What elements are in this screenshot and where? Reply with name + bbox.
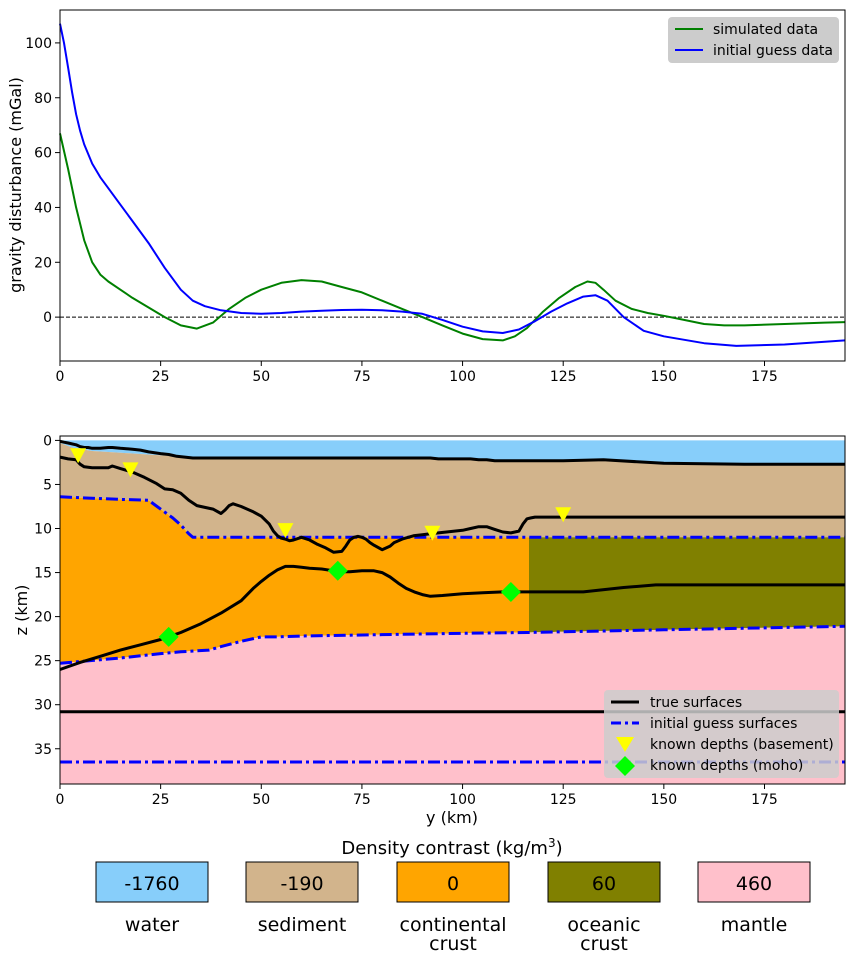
initial-guess-data-line xyxy=(59,23,846,347)
cross-section-plot-frame xyxy=(59,435,846,785)
basement-depth-marker xyxy=(122,462,139,478)
moho-depth-marker xyxy=(500,581,521,602)
x-tick-label: 150 xyxy=(650,369,677,385)
legend-label-initial-guess: initial guess data xyxy=(713,43,833,59)
density-label: sediment xyxy=(258,914,347,936)
density-label: mantle xyxy=(721,914,788,936)
depth-y-axis-label: z (km) xyxy=(12,585,31,636)
moho-depth-marker xyxy=(327,560,348,581)
density-label: crust xyxy=(429,933,477,955)
water-layer xyxy=(60,440,845,465)
y-tick-label: 15 xyxy=(34,566,52,582)
legend-label-basement-depths: known depths (basement) xyxy=(650,737,834,753)
x-tick-label: 25 xyxy=(152,792,170,808)
y-tick-label: 20 xyxy=(34,255,52,271)
legend-label-initial-guess-surfaces: initial guess surfaces xyxy=(650,716,797,732)
x-tick-label: 100 xyxy=(449,792,476,808)
density-value: 460 xyxy=(736,873,772,895)
y-tick-label: 80 xyxy=(34,91,52,107)
x-tick-label: 125 xyxy=(550,792,577,808)
density-value: -190 xyxy=(280,873,323,895)
density-swatch xyxy=(697,861,811,903)
cross-section-legend: true surfaces initial guess surfaces kno… xyxy=(604,690,839,778)
true-surface-1 xyxy=(59,455,845,554)
y-tick-label: 10 xyxy=(34,522,52,538)
y-tick-label: 100 xyxy=(25,36,52,52)
y-tick-label: 30 xyxy=(34,698,52,714)
x-tick-label: 175 xyxy=(751,369,778,385)
legend-label-true-surfaces: true surfaces xyxy=(650,695,742,711)
continental-crust-layer xyxy=(60,496,529,664)
x-tick-label: 0 xyxy=(56,792,65,808)
density-label: continental xyxy=(400,914,507,936)
cross-section-legend-box xyxy=(604,690,839,778)
y-tick-label: 25 xyxy=(34,654,52,670)
x-tick-label: 175 xyxy=(751,792,778,808)
density-value: 0 xyxy=(447,873,459,895)
basement-depth-marker xyxy=(277,523,294,539)
density-item-mantle: 460 mantle xyxy=(697,861,811,936)
density-item-sediment: -190 sediment xyxy=(245,861,359,936)
density-label: crust xyxy=(580,933,628,955)
true-surface-0 xyxy=(59,439,845,466)
gravity-y-axis-label: gravity disturbance (mGal) xyxy=(6,77,25,293)
x-tick-label: 0 xyxy=(56,369,65,385)
y-tick-label: 60 xyxy=(34,146,52,162)
basement-depth-marker xyxy=(424,525,441,541)
density-contrast-panel: Density contrast (kg/m3) -1760 water -190 s… xyxy=(95,836,811,955)
y-tick-label: 20 xyxy=(34,610,52,626)
x-tick-label: 75 xyxy=(353,369,371,385)
moho-depth-marker xyxy=(158,626,179,647)
x-tick-label: 150 xyxy=(650,792,677,808)
x-tick-label: 50 xyxy=(252,369,270,385)
gravity-legend-box xyxy=(668,17,839,63)
y-tick-label: 35 xyxy=(34,742,52,758)
basement-depth-marker xyxy=(555,507,572,523)
true-surface-2 xyxy=(59,564,845,671)
density-item-water: -1760 water xyxy=(95,861,209,936)
y-tick-label: 40 xyxy=(34,200,52,216)
density-value: -1760 xyxy=(124,873,179,895)
density-swatch xyxy=(95,861,209,903)
density-label: water xyxy=(125,914,179,936)
cross-section-chart: 0 25 50 75 100 125 150 175 0 5 10 15 20 25 30 35 z (km)… xyxy=(12,433,846,827)
legend-label-simulated: simulated data xyxy=(713,22,818,38)
legend-swatch-basement-triangle xyxy=(616,737,634,752)
simulated-data-line xyxy=(59,133,846,342)
gravity-plot-frame xyxy=(59,9,846,362)
y-tick-label: 0 xyxy=(43,310,52,326)
density-swatch xyxy=(245,861,359,903)
density-label: oceanic xyxy=(567,914,640,936)
density-panel-title: Density contrast (kg/m3) xyxy=(341,836,562,859)
initial-guess-surface-1 xyxy=(59,624,846,665)
x-tick-label: 25 xyxy=(152,369,170,385)
x-tick-label: 125 xyxy=(550,369,577,385)
gravity-legend: simulated data initial guess data xyxy=(668,17,839,63)
density-swatch xyxy=(396,861,510,903)
x-tick-label: 75 xyxy=(353,792,371,808)
basement-depth-marker xyxy=(70,448,87,464)
y-tick-label: 0 xyxy=(43,433,52,449)
x-tick-label: 50 xyxy=(252,792,270,808)
legend-swatch-moho-diamond xyxy=(615,756,635,776)
distance-x-axis-label: y (km) xyxy=(426,808,478,827)
gravity-chart: 0 25 50 75 100 125 150 175 0 20 40 60 80 100 gravity … xyxy=(6,9,846,385)
x-tick-label: 100 xyxy=(449,369,476,385)
density-value: 60 xyxy=(592,873,616,895)
y-tick-label: 5 xyxy=(43,477,52,493)
density-swatch xyxy=(547,861,661,903)
legend-label-moho-depths: known depths (moho) xyxy=(650,758,803,774)
